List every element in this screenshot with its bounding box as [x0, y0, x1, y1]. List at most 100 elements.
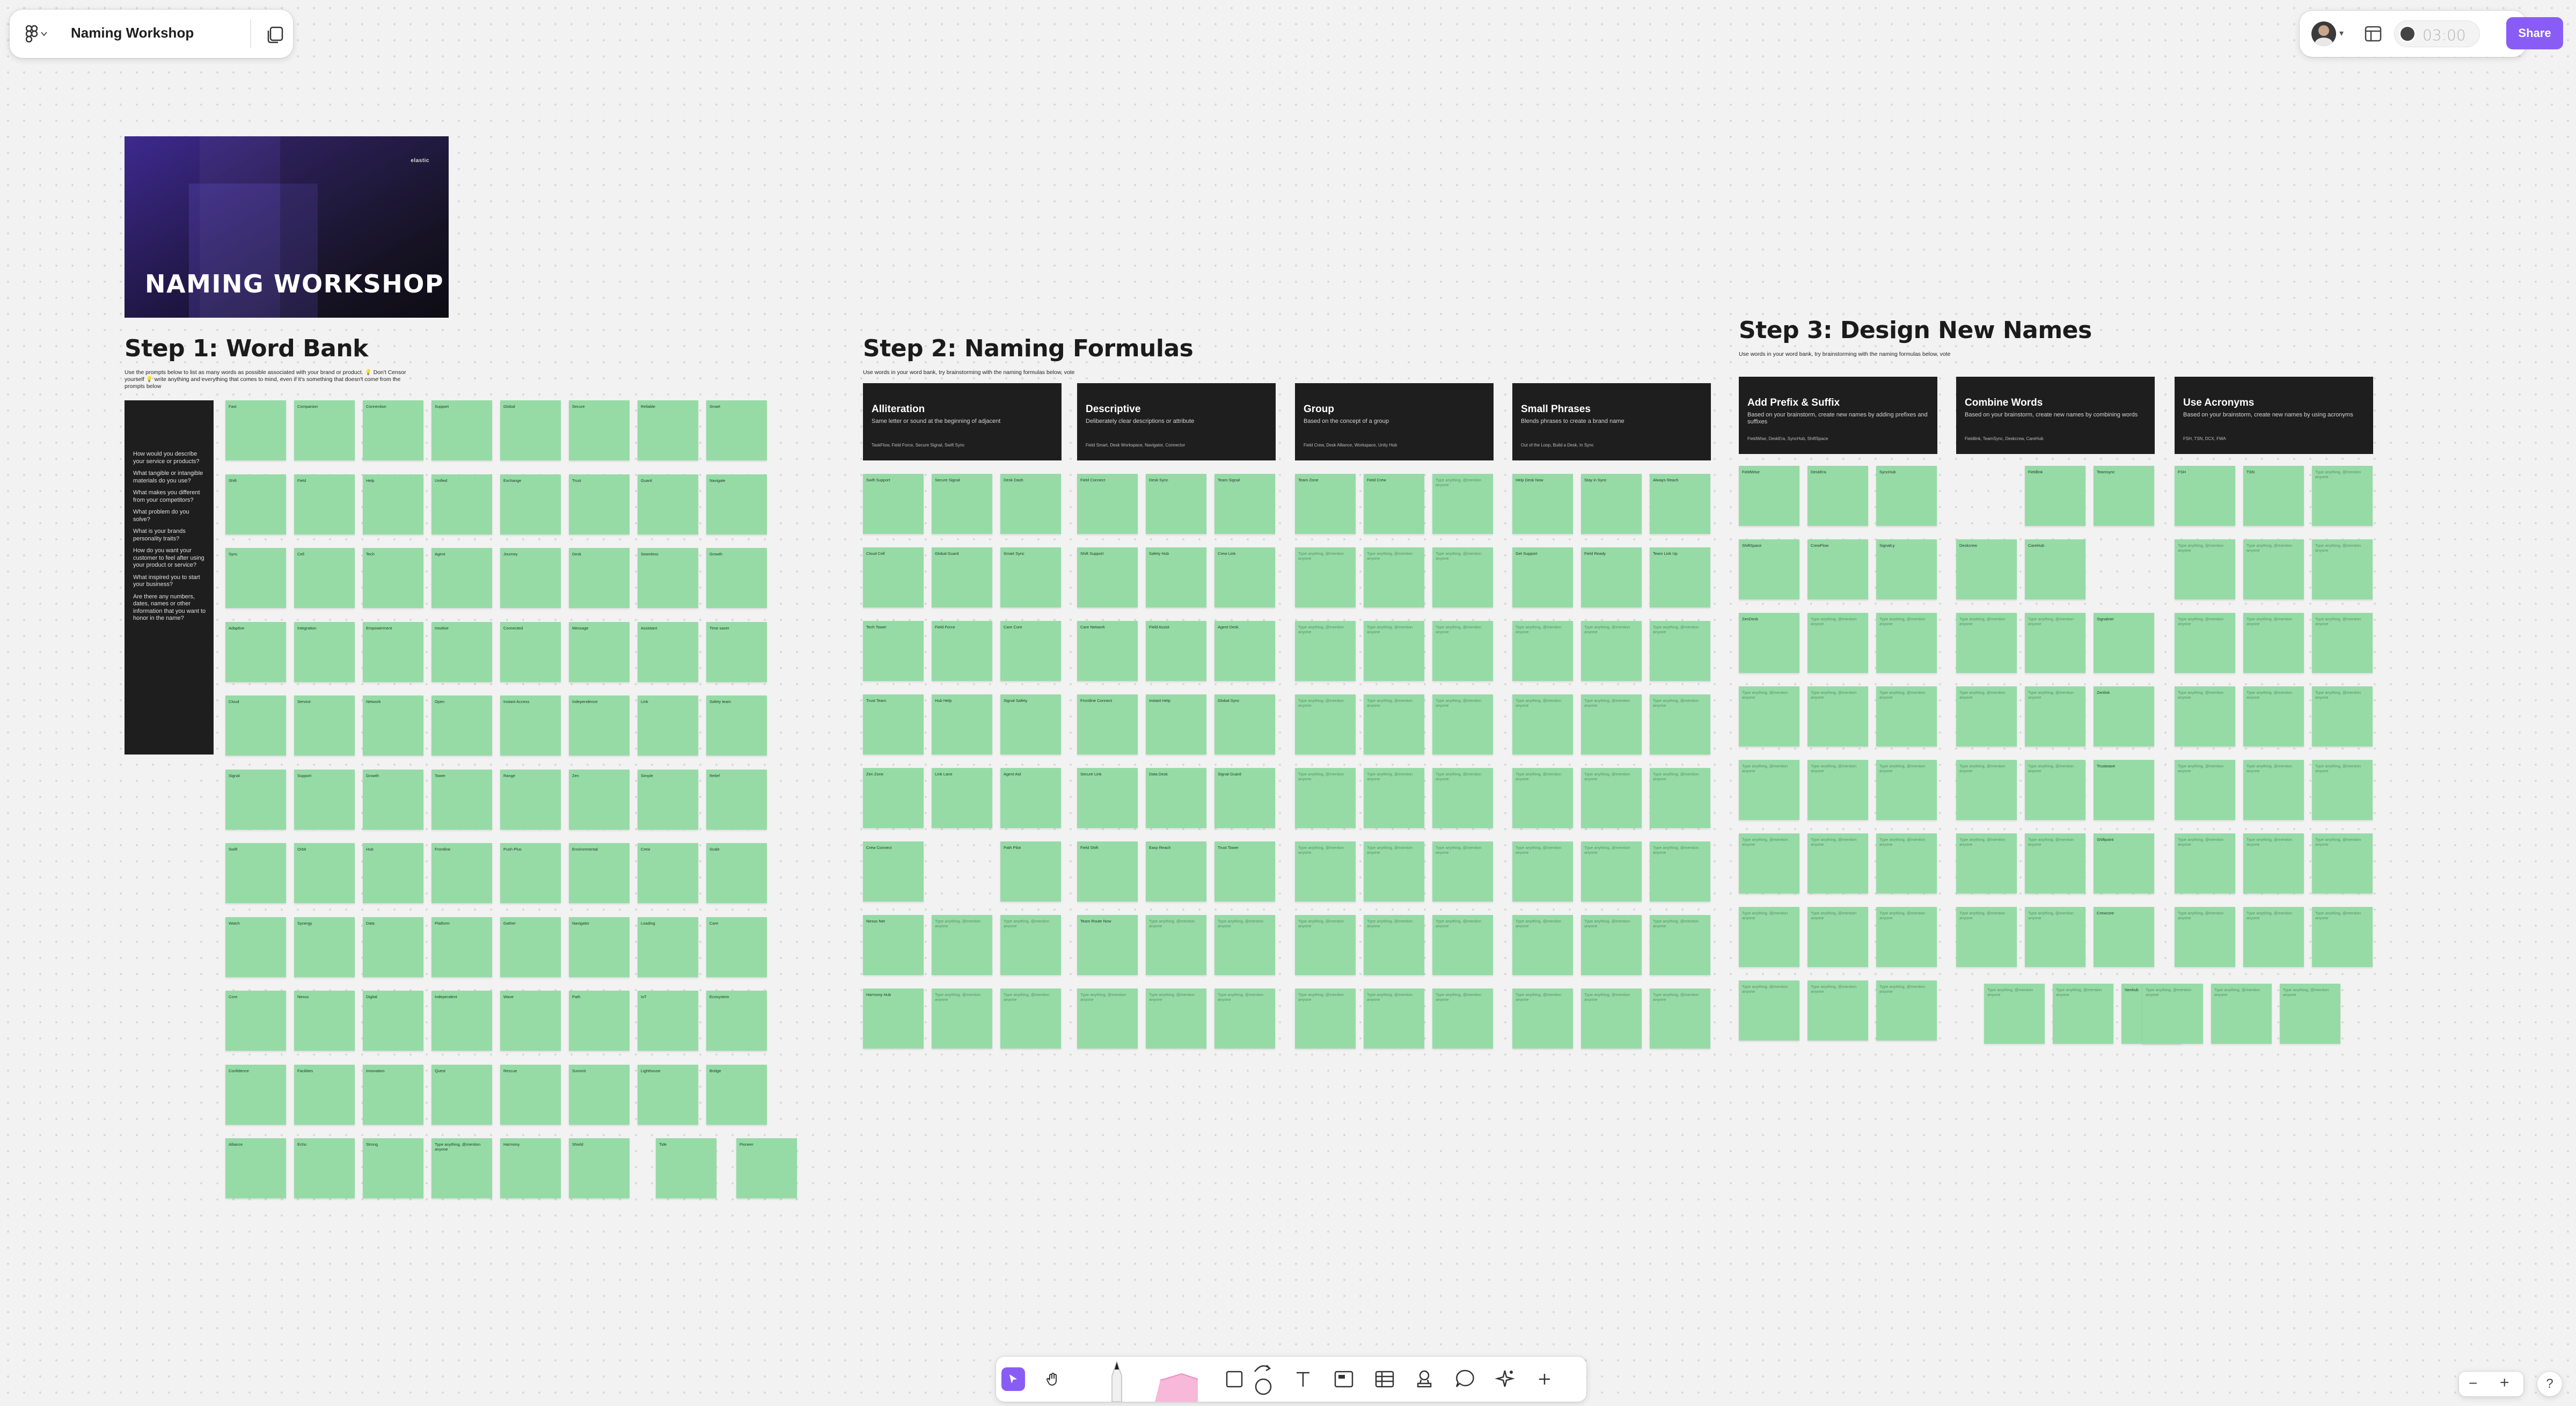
sticky-note[interactable]: Link Lane	[932, 768, 992, 828]
sticky-note[interactable]: Type anything, @mention anyone	[932, 988, 992, 1049]
sticky-note[interactable]: Nexus	[294, 991, 355, 1051]
sticky-note[interactable]: Gather	[500, 917, 561, 977]
sticky-note[interactable]: Digital	[363, 991, 423, 1051]
sticky-note[interactable]: Always Reach	[1650, 474, 1710, 534]
sticky-note[interactable]: Get Support	[1512, 547, 1573, 607]
sticky-note[interactable]: SyncHub	[1876, 466, 1937, 526]
sticky-note[interactable]: Field Assist	[1146, 621, 1206, 681]
sticky-note[interactable]: ZenDesk	[1739, 613, 1799, 673]
sticky-note[interactable]: Type anything, @mention anyone	[1581, 841, 1642, 902]
sticky-note[interactable]: Type anything, @mention anyone	[1432, 988, 1493, 1049]
sticky-note[interactable]: Help Desk Now	[1512, 474, 1573, 534]
sticky-note[interactable]: Innovation	[363, 1064, 423, 1125]
sticky-note[interactable]: Teamsync	[2094, 466, 2154, 526]
sticky-note[interactable]: Companion	[294, 400, 355, 460]
sticky-note[interactable]: Type anything, @mention anyone	[1000, 915, 1061, 975]
sticky-note[interactable]: Type anything, @mention anyone	[1000, 988, 1061, 1049]
sticky-note[interactable]: Secure	[569, 400, 630, 460]
hand-icon[interactable]	[1041, 1367, 1065, 1391]
pages-icon[interactable]	[266, 24, 286, 43]
sticky-note[interactable]: Type anything, @mention anyone	[1295, 768, 1356, 828]
sticky-note[interactable]: Team Route Now	[1077, 915, 1138, 975]
sticky-note[interactable]: Type anything, @mention anyone	[1807, 760, 1868, 820]
sticky-note[interactable]: Type anything, @mention anyone	[1876, 980, 1937, 1041]
sticky-note[interactable]: Unified	[431, 474, 492, 534]
sticky-note[interactable]: Range	[500, 769, 561, 830]
sticky-note[interactable]: Type anything, @mention anyone	[1807, 613, 1868, 673]
sticky-note[interactable]: Type anything, @mention anyone	[1214, 915, 1275, 975]
sticky-note[interactable]: Team Zone	[1295, 474, 1356, 534]
sticky-note[interactable]: Trust	[569, 474, 630, 534]
sticky-note[interactable]: Guard	[638, 474, 698, 534]
sticky-note[interactable]: Tech	[363, 548, 423, 608]
sticky-note[interactable]: Type anything, @mention anyone	[932, 915, 992, 975]
sticky-note[interactable]: Seamless	[638, 548, 698, 608]
sticky-note[interactable]: Trust Team	[863, 694, 924, 755]
sticky-note[interactable]: Alliance	[225, 1138, 286, 1198]
sticky-note[interactable]: Type anything, @mention anyone	[1650, 988, 1710, 1049]
sticky-note[interactable]: FieldWise	[1739, 466, 1799, 526]
sticky-note[interactable]: Type anything, @mention anyone	[1650, 915, 1710, 975]
comment-icon[interactable]	[1453, 1367, 1477, 1391]
sticky-note[interactable]: Tech Tower	[863, 621, 924, 681]
sticky-note[interactable]: Team Signal	[1214, 474, 1275, 534]
sticky-note[interactable]: Hub Help	[932, 694, 992, 755]
sticky-note[interactable]: Type anything, @mention anyone	[2243, 613, 2304, 673]
sticky-note[interactable]: Type anything, @mention anyone	[2312, 613, 2373, 673]
sticky-note[interactable]: Type anything, @mention anyone	[1364, 915, 1424, 975]
sticky-note[interactable]: Type anything, @mention anyone	[1956, 613, 2017, 673]
sticky-note[interactable]: Crew	[638, 843, 698, 903]
sticky-note[interactable]: Push Plus	[500, 843, 561, 903]
sticky-note[interactable]: Zen	[569, 769, 630, 830]
sticky-note[interactable]: Type anything, @mention anyone	[2175, 539, 2235, 599]
sticky-note[interactable]: Trustwave	[2094, 760, 2154, 820]
sticky-note[interactable]: FSH	[2175, 466, 2235, 526]
sticky-note[interactable]: Zen Zone	[863, 768, 924, 828]
sticky-note[interactable]: Lighthouse	[638, 1064, 698, 1125]
sticky-note[interactable]: Growth	[363, 769, 423, 830]
sticky-note[interactable]: Type anything, @mention anyone	[1739, 980, 1799, 1041]
stamp-icon[interactable]	[1413, 1367, 1436, 1391]
sticky-note[interactable]: Fast	[225, 400, 286, 460]
sticky-note[interactable]: Platform	[431, 917, 492, 977]
sticky-note[interactable]: Type anything, @mention anyone	[1650, 621, 1710, 681]
sticky-note[interactable]: Type anything, @mention anyone	[431, 1138, 492, 1198]
sticky-note[interactable]: Type anything, @mention anyone	[1807, 980, 1868, 1041]
sticky-note[interactable]: Secure Link	[1077, 768, 1138, 828]
sticky-note[interactable]: Stay in Sync	[1581, 474, 1642, 534]
sticky-note[interactable]: Type anything, @mention anyone	[2280, 984, 2340, 1044]
sticky-note[interactable]: Type anything, @mention anyone	[1807, 907, 1868, 967]
sticky-note[interactable]: Service	[294, 695, 355, 756]
sticky-note[interactable]: Type anything, @mention anyone	[2142, 984, 2203, 1044]
shape-icon[interactable]	[1224, 1367, 1247, 1391]
sticky-note[interactable]: Path	[569, 991, 630, 1051]
sticky-note[interactable]: Type anything, @mention anyone	[1364, 768, 1424, 828]
sticky-note[interactable]: Independence	[569, 695, 630, 756]
sticky-note[interactable]: Type anything, @mention anyone	[1581, 768, 1642, 828]
sticky-note[interactable]: Desk Dash	[1000, 474, 1061, 534]
sticky-note[interactable]: Type anything, @mention anyone	[1956, 686, 2017, 746]
sticky-note[interactable]: Smart	[706, 400, 767, 460]
sticky-note[interactable]: Easy Reach	[1146, 841, 1206, 902]
sticky-note[interactable]: Simple	[638, 769, 698, 830]
sticky-note[interactable]: Type anything, @mention anyone	[1364, 547, 1424, 607]
sticky-note[interactable]: Desk Sync	[1146, 474, 1206, 534]
sticky-note[interactable]: Harmony	[500, 1138, 561, 1198]
sticky-note[interactable]: Care Core	[1000, 621, 1061, 681]
help-button[interactable]: ?	[2537, 1372, 2562, 1396]
sticky-note[interactable]: Time saver	[706, 621, 767, 682]
ai-sparkle-icon[interactable]	[1493, 1367, 1517, 1391]
sticky-note[interactable]: Sync	[225, 548, 286, 608]
sticky-note[interactable]: Type anything, @mention anyone	[1295, 841, 1356, 902]
sticky-note[interactable]: Support	[294, 769, 355, 830]
sticky-note[interactable]: Ecosystem	[706, 991, 767, 1051]
sticky-note[interactable]: Orbit	[294, 843, 355, 903]
avatar[interactable]	[2311, 21, 2336, 46]
sticky-note[interactable]: Type anything, @mention anyone	[1876, 907, 1937, 967]
sticky-note[interactable]: Type anything, @mention anyone	[2312, 539, 2373, 599]
sticky-note[interactable]: Type anything, @mention anyone	[1650, 768, 1710, 828]
sticky-note[interactable]: Type anything, @mention anyone	[1432, 694, 1493, 755]
sticky-note[interactable]: Type anything, @mention anyone	[1807, 833, 1868, 894]
sticky-note[interactable]: Type anything, @mention anyone	[2175, 760, 2235, 820]
sticky-note[interactable]: Wave	[500, 991, 561, 1051]
